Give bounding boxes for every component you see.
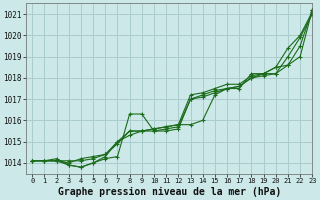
X-axis label: Graphe pression niveau de la mer (hPa): Graphe pression niveau de la mer (hPa) — [58, 186, 281, 197]
